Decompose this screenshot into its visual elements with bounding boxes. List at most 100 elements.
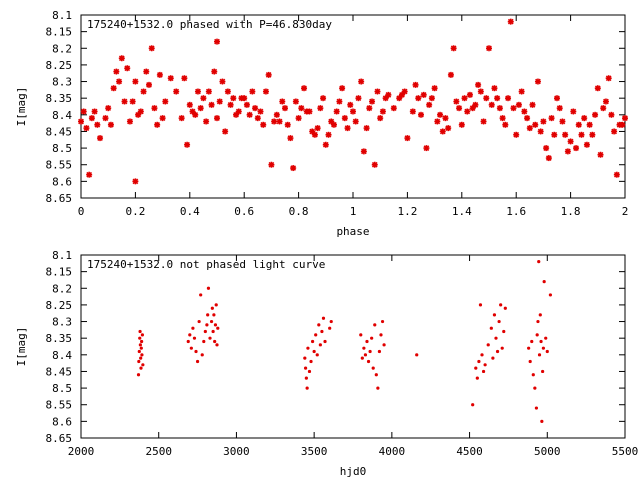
data-point (491, 356, 495, 360)
data-point-stroke (619, 121, 626, 128)
y-tick-label: 8.2 (52, 282, 72, 295)
data-point (481, 369, 486, 374)
data-point-stroke (192, 111, 199, 118)
data-point-stroke (448, 72, 454, 78)
data-point (554, 95, 560, 102)
data-point-stroke (575, 121, 582, 128)
data-point (556, 105, 563, 112)
data-point-stroke (276, 118, 283, 125)
data-point (434, 118, 441, 125)
data-point (371, 366, 375, 370)
data-point (371, 161, 378, 168)
data-point-stroke (597, 151, 604, 158)
data-point (143, 68, 150, 75)
data-point (358, 78, 365, 85)
data-point-stroke (116, 78, 122, 85)
data-point (488, 101, 495, 108)
data-point-stroke (535, 78, 541, 85)
data-point (458, 121, 465, 128)
data-point (110, 85, 117, 92)
data-point-stroke (203, 118, 209, 125)
data-point-stroke (442, 115, 449, 122)
data-point (376, 386, 380, 390)
data-point (363, 353, 368, 357)
data-point (292, 98, 299, 105)
data-point-stroke (497, 105, 503, 112)
data-point-stroke (513, 131, 520, 138)
data-point (379, 108, 386, 115)
data-point (619, 121, 626, 128)
data-point (265, 71, 272, 78)
data-point (428, 95, 435, 102)
data-point (363, 125, 370, 132)
data-point (475, 376, 479, 380)
data-point (495, 349, 500, 354)
data-point (309, 359, 313, 364)
data-point (600, 105, 607, 112)
y-tick-label: 8.55 (46, 399, 73, 412)
data-point-stroke (491, 85, 498, 92)
x-tick-label: 0 (78, 205, 85, 218)
y-axis-label: I[mag] (15, 87, 28, 127)
data-point-stroke (295, 115, 302, 122)
data-point-stroke (494, 95, 501, 102)
data-point (230, 95, 237, 102)
data-point-stroke (467, 91, 473, 98)
x-tick-label: 1.8 (561, 205, 581, 218)
data-point-stroke (611, 128, 617, 135)
data-point (192, 111, 199, 118)
data-point (224, 88, 231, 95)
data-point (188, 333, 192, 337)
y-tick-label: 8.35 (46, 92, 73, 105)
data-point-stroke (570, 108, 577, 115)
data-point (447, 71, 454, 78)
data-point (341, 115, 348, 122)
data-point (205, 88, 212, 95)
data-point-stroke (110, 85, 117, 92)
data-point (129, 98, 136, 105)
data-point (605, 75, 612, 82)
data-point (94, 121, 101, 128)
data-point (360, 148, 367, 155)
data-point (200, 95, 207, 102)
data-point (431, 85, 438, 92)
y-tick-label: 8.15 (46, 26, 73, 39)
data-point-stroke (554, 95, 560, 102)
data-point (409, 108, 416, 115)
data-point-stroke (458, 121, 465, 128)
data-point-stroke (132, 78, 139, 85)
data-point-stroke (331, 121, 337, 128)
y-tick-label: 8.4 (52, 109, 72, 122)
data-point (352, 118, 359, 125)
data-point (499, 115, 506, 122)
data-point-stroke (80, 108, 87, 115)
y-tick-label: 8.65 (46, 432, 73, 445)
data-point-stroke (301, 85, 307, 92)
x-tick-label: 1.2 (397, 205, 417, 218)
data-point (415, 353, 419, 357)
data-point (483, 95, 490, 102)
data-point-stroke (273, 111, 280, 118)
data-point (483, 363, 487, 367)
y-tick-label: 8.65 (46, 192, 73, 205)
data-point-stroke (350, 108, 356, 115)
data-point (208, 101, 215, 108)
data-point (524, 115, 531, 122)
data-point (138, 343, 142, 347)
data-point (426, 101, 433, 108)
data-point (186, 339, 190, 344)
data-point (594, 85, 601, 92)
data-point (262, 88, 269, 95)
y-tick-label: 8.45 (46, 365, 73, 378)
data-point-stroke (252, 105, 258, 112)
data-point (141, 363, 145, 367)
data-point (139, 356, 143, 360)
data-point (284, 121, 291, 128)
data-point (374, 88, 381, 95)
data-point-stroke (562, 131, 569, 138)
data-point-stroke (622, 115, 628, 122)
data-point (78, 118, 84, 125)
data-point (548, 293, 552, 297)
data-point-stroke (257, 108, 264, 115)
